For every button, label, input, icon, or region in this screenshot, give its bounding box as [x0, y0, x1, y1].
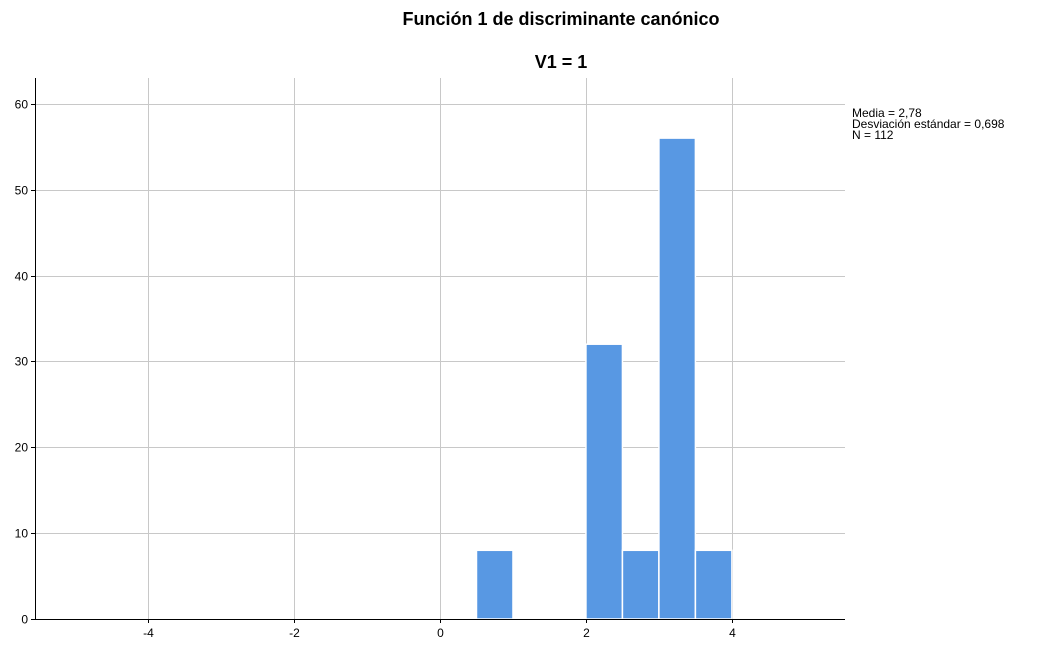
y-tick-label-0: 0	[21, 613, 28, 627]
y-tick-label-1: 10	[15, 527, 29, 541]
histogram-bar-2	[621, 549, 660, 620]
y-tick-label-2: 20	[15, 441, 29, 455]
axes	[31, 78, 845, 623]
y-tick-label-6: 60	[15, 98, 29, 112]
x-tick-label-4: 4	[729, 626, 736, 640]
histogram-bar-0	[475, 549, 514, 620]
y-tick-label-4: 40	[15, 270, 29, 284]
y-tick-label-5: 50	[15, 184, 29, 198]
chart-subtitle: V1 = 1	[535, 52, 588, 72]
bars-group	[475, 137, 733, 620]
stat-line-2: N = 112	[852, 128, 894, 142]
stat-line-0: Media = 2,78	[852, 106, 922, 120]
histogram-bar-1	[585, 343, 624, 620]
stat-line-1: Desviación estándar = 0,698	[852, 117, 1005, 131]
chart-title: Función 1 de discriminante canónico	[402, 9, 719, 29]
histogram-bar-4	[694, 549, 733, 620]
x-tick-label-0: -4	[143, 626, 154, 640]
grid-lines	[35, 78, 845, 619]
y-tick-label-3: 30	[15, 355, 29, 369]
x-tick-labels: -4 -2 0 2 4	[143, 626, 736, 640]
histogram-bar-3	[658, 137, 697, 620]
x-tick-label-2: 0	[437, 626, 444, 640]
x-tick-label-1: -2	[289, 626, 300, 640]
x-tick-label-3: 2	[583, 626, 590, 640]
y-tick-labels: 0 10 20 30 40 50 60	[15, 98, 29, 627]
